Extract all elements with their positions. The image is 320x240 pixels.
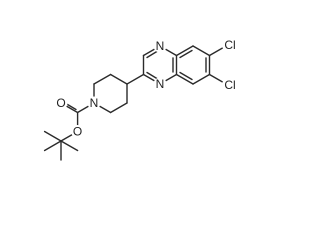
bond	[192, 45, 211, 57]
label-bg	[54, 96, 68, 110]
atom-label: O	[56, 96, 65, 110]
bond	[93, 73, 112, 85]
double-bond	[146, 49, 160, 59]
bond	[60, 140, 79, 152]
label-bg	[222, 38, 236, 52]
double-bond	[179, 71, 193, 81]
label-bg	[71, 125, 85, 138]
double-bond	[146, 71, 160, 81]
atom-label: N	[156, 39, 165, 53]
atom-label: N	[90, 96, 99, 110]
label-bg	[153, 77, 167, 91]
bond	[175, 45, 194, 57]
atom-label: Cl	[224, 38, 235, 52]
molecule: N N Cl Cl N O O	[43, 38, 236, 161]
atom-label: N	[156, 77, 165, 91]
atom-label: O	[73, 125, 82, 139]
bond	[43, 140, 62, 152]
label-bg	[222, 78, 236, 92]
double-bond	[179, 49, 193, 59]
label-bg	[153, 39, 167, 53]
bond	[109, 73, 128, 85]
label-bg	[87, 96, 101, 110]
structure-diagram: N N Cl Cl N O O	[43, 38, 236, 161]
bond	[126, 73, 145, 85]
bond	[175, 73, 194, 85]
bond	[109, 102, 128, 114]
bond	[192, 73, 211, 85]
atom-label: Cl	[224, 78, 235, 92]
bond	[43, 130, 62, 142]
